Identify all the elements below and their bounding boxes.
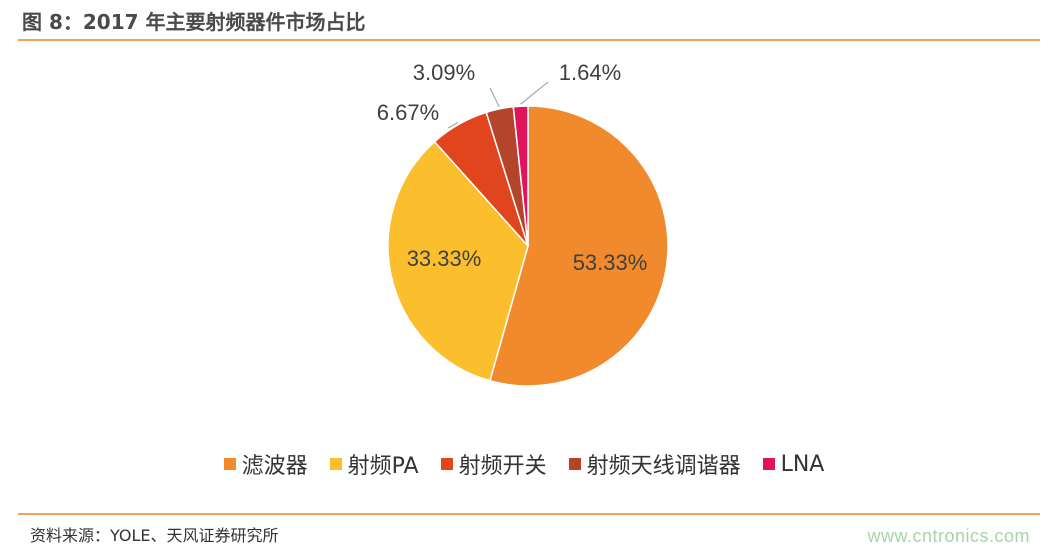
data-label-4: 3.09% — [413, 60, 475, 85]
legend-item-5: LNA — [762, 451, 825, 477]
pie-slice-1 — [488, 105, 669, 387]
legend-item-1: 滤波器 — [223, 448, 308, 480]
legend-swatch — [223, 458, 236, 470]
legend-swatch — [568, 458, 581, 470]
data-label-1: 53.33% — [573, 250, 648, 275]
leader-line-5 — [520, 81, 549, 105]
legend-swatch — [762, 458, 775, 470]
leader-lines — [447, 81, 549, 129]
pie-slices — [387, 105, 669, 387]
leader-line-4 — [489, 87, 500, 108]
data-labels: 53.33% 33.33% 6.67% 3.09% 1.64% — [377, 60, 648, 275]
data-label-5: 1.64% — [559, 60, 621, 85]
legend-label: 射频天线调谐器 — [586, 454, 741, 479]
pie-slice-5 — [512, 105, 529, 247]
legend-swatch — [440, 458, 453, 470]
legend-label: 射频PA — [347, 454, 419, 479]
data-label-2: 33.33% — [407, 246, 482, 271]
source-note: 资料来源：YOLE、天风证券研究所 — [30, 526, 279, 545]
legend-label: LNA — [780, 451, 825, 477]
legend-swatch — [329, 458, 342, 470]
leader-line-3 — [447, 122, 459, 129]
data-label-3: 6.67% — [377, 100, 439, 125]
chart-title: 图 8：2017 年主要射频器件市场占比 — [22, 10, 366, 34]
legend-label: 滤波器 — [241, 454, 308, 479]
top-divider — [18, 39, 1040, 41]
pie-slice-2 — [387, 140, 529, 382]
legend-item-3: 射频开关 — [440, 448, 547, 480]
legend: 滤波器 射频PA 射频开关 射频天线调谐器 LNA — [0, 448, 1048, 480]
legend-item-4: 射频天线调谐器 — [568, 448, 741, 480]
legend-item-2: 射频PA — [329, 448, 419, 480]
watermark: www.cntronics.com — [867, 526, 1030, 546]
legend-label: 射频开关 — [458, 454, 547, 479]
bottom-divider — [18, 513, 1040, 515]
